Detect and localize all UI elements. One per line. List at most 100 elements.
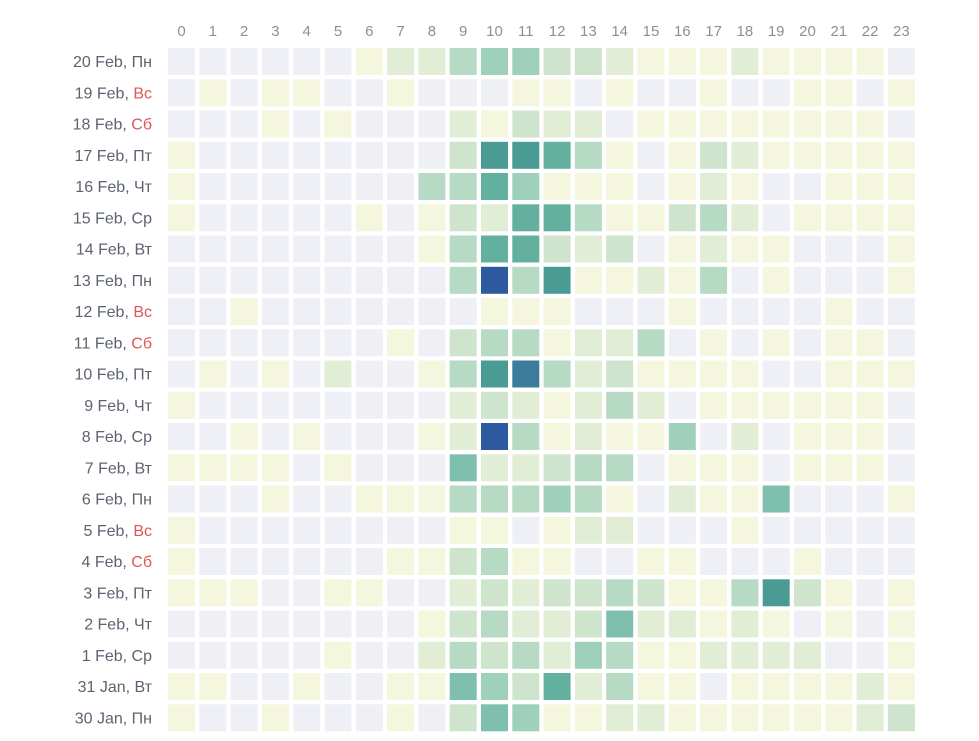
heatmap-cell	[293, 110, 321, 138]
heatmap-cell	[574, 610, 602, 638]
heatmap-cell	[856, 548, 884, 575]
row-weekday-label: Чт	[134, 398, 153, 415]
heatmap-cell	[261, 485, 289, 513]
heatmap-cell	[324, 673, 352, 700]
heatmap-cell	[199, 423, 227, 450]
heatmap-cell	[199, 485, 227, 513]
heatmap-cell	[387, 173, 415, 200]
heatmap-cell	[512, 298, 540, 325]
heatmap-cell	[825, 423, 853, 450]
heatmap-cell	[606, 641, 634, 669]
heatmap-cell	[324, 298, 352, 325]
heatmap-cell	[512, 79, 540, 107]
hour-tick-label: 3	[271, 23, 279, 40]
heatmap-cell	[512, 48, 540, 75]
heatmap-cell	[449, 79, 477, 107]
heatmap-cell	[293, 266, 321, 294]
heatmap-cell	[856, 454, 884, 482]
heatmap-cell	[668, 516, 696, 544]
heatmap-cell	[606, 298, 634, 325]
heatmap-cell	[731, 141, 759, 169]
heatmap-cell	[731, 704, 759, 732]
heatmap-cell	[887, 329, 915, 357]
heatmap-cell	[887, 548, 915, 575]
heatmap-cell	[856, 235, 884, 263]
heatmap-cell	[668, 579, 696, 607]
heatmap-cell	[574, 516, 602, 544]
row-weekday-label: Ср	[132, 210, 153, 227]
heatmap-cell	[543, 266, 571, 294]
heatmap-cell	[481, 454, 508, 482]
heatmap-cell	[230, 79, 258, 107]
heatmap-cell	[293, 360, 321, 388]
heatmap-cell	[230, 204, 258, 232]
heatmap-cell	[293, 141, 321, 169]
row-weekday-label: Вт	[135, 460, 153, 477]
heatmap-cell	[856, 579, 884, 607]
row-weekday-label-weekend: Вс	[133, 85, 152, 102]
heatmap-cell	[355, 235, 383, 263]
heatmap-cell	[418, 79, 446, 107]
heatmap-cell	[700, 641, 728, 669]
heatmap-cell	[261, 673, 289, 700]
heatmap-cell	[887, 610, 915, 638]
heatmap-cell	[168, 548, 195, 575]
heatmap-cell	[387, 204, 415, 232]
heatmap-cell	[543, 641, 571, 669]
heatmap-cell	[700, 485, 728, 513]
heatmap-cell	[762, 235, 790, 263]
heatmap-cell	[887, 235, 915, 263]
row-date-label: 17 Feb,	[74, 148, 133, 165]
heatmap-cell	[637, 298, 665, 325]
heatmap-cell	[762, 173, 790, 200]
heatmap-cell	[574, 673, 602, 700]
heatmap-cell	[731, 48, 759, 75]
heatmap-cell	[418, 48, 446, 75]
row-weekday-label: Ср	[132, 648, 153, 665]
heatmap-cell	[856, 173, 884, 200]
row-label: 6 Feb, Пн	[82, 492, 152, 509]
heatmap-cell	[606, 360, 634, 388]
hour-tick-label: 14	[611, 23, 628, 40]
heatmap-cell	[355, 298, 383, 325]
heatmap-cell	[887, 485, 915, 513]
heatmap-cell	[293, 673, 321, 700]
heatmap-cell	[481, 79, 508, 107]
heatmap-cell	[199, 204, 227, 232]
heatmap-cell	[731, 360, 759, 388]
heatmap-cell	[700, 235, 728, 263]
heatmap-cell	[168, 610, 195, 638]
heatmap-cell	[700, 79, 728, 107]
heatmap-cell	[449, 204, 477, 232]
heatmap-cell	[168, 579, 195, 607]
heatmap-cell	[637, 485, 665, 513]
heatmap-cell	[324, 516, 352, 544]
heatmap-cell	[637, 673, 665, 700]
heatmap-cell	[637, 423, 665, 450]
heatmap-cell	[449, 391, 477, 419]
heatmap-cell	[418, 454, 446, 482]
heatmap-cell	[887, 516, 915, 544]
heatmap-cell	[794, 110, 821, 138]
heatmap-cell	[574, 423, 602, 450]
heatmap-cell	[261, 391, 289, 419]
heatmap-cell	[199, 173, 227, 200]
heatmap-cell	[825, 673, 853, 700]
row-weekday-label: Ср	[132, 429, 153, 446]
heatmap-cell	[293, 235, 321, 263]
heatmap-cell	[762, 360, 790, 388]
hour-tick-label: 18	[737, 23, 754, 40]
heatmap-cell	[606, 266, 634, 294]
heatmap-cell	[481, 48, 508, 75]
heatmap-cell	[606, 110, 634, 138]
heatmap-cell	[637, 516, 665, 544]
heatmap-cell	[543, 704, 571, 732]
heatmap-cell	[794, 204, 821, 232]
heatmap-cell	[261, 329, 289, 357]
hour-tick-label: 0	[177, 23, 185, 40]
heatmap-cell	[825, 485, 853, 513]
row-label: 13 Feb, Пн	[73, 273, 152, 290]
row-weekday-label: Пн	[132, 492, 152, 509]
row-weekday-label: Пт	[133, 367, 153, 384]
heatmap-cell	[731, 79, 759, 107]
